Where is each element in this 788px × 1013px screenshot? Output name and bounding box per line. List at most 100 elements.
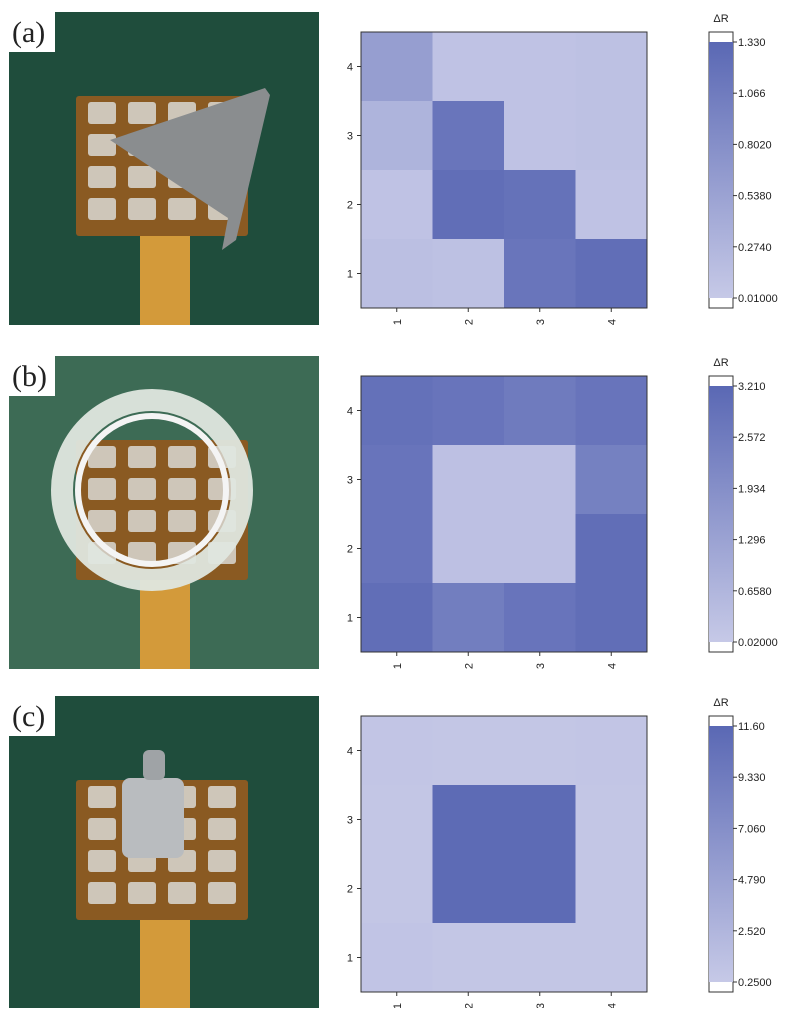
colorbar-tick-label: 0.01000 xyxy=(738,293,778,305)
heat-cell xyxy=(433,854,505,923)
heat-cell xyxy=(504,785,576,854)
heat-cell xyxy=(361,445,433,514)
panel-label: (b) xyxy=(12,360,47,393)
heat-cell xyxy=(576,583,648,652)
heat-cell xyxy=(504,445,576,514)
heat-cell xyxy=(504,239,576,308)
y-tick-label: 2 xyxy=(347,544,353,556)
heat-cell xyxy=(361,170,433,239)
heat-cell xyxy=(361,785,433,854)
colorbar-tick-label: 9.330 xyxy=(738,772,766,784)
colorbar-tick-label: 1.066 xyxy=(738,88,766,100)
heat-cell xyxy=(433,445,505,514)
x-tick-label: 3 xyxy=(535,1003,547,1008)
weight-knob xyxy=(143,750,165,780)
weight xyxy=(122,778,184,858)
panel: (c)12341234ΔR0.25002.5204.7907.0609.3301… xyxy=(9,696,772,1008)
heat-cell xyxy=(504,514,576,583)
heat-cell xyxy=(504,583,576,652)
x-tick-label: 3 xyxy=(535,319,547,325)
heat-cell xyxy=(361,32,433,101)
heat-cell xyxy=(361,716,433,785)
colorbar-title: ΔR xyxy=(713,13,728,25)
heat-cell xyxy=(433,923,505,992)
heat-cell xyxy=(361,239,433,308)
x-tick-label: 4 xyxy=(606,319,618,325)
pad xyxy=(208,882,236,904)
pad xyxy=(128,102,156,124)
pad xyxy=(168,198,196,220)
colorbar-tick-label: 1.330 xyxy=(738,37,766,49)
pad xyxy=(88,850,116,872)
x-tick-label: 2 xyxy=(463,663,475,669)
colorbar-tick-label: 0.02000 xyxy=(738,637,778,649)
colorbar-tick-label: 0.2740 xyxy=(738,242,772,254)
heat-cell xyxy=(361,514,433,583)
y-tick-label: 4 xyxy=(347,406,353,418)
figure: (a)12341234ΔR0.010000.27400.53800.80201.… xyxy=(0,0,788,1008)
y-tick-label: 1 xyxy=(347,613,353,625)
pad xyxy=(128,510,156,532)
colorbar-tick-label: 2.572 xyxy=(738,432,766,444)
heat-cell xyxy=(576,854,648,923)
heat-cell xyxy=(576,445,648,514)
y-tick-label: 4 xyxy=(347,62,353,74)
colorbar-tick-label: 2.520 xyxy=(738,926,766,938)
heat-cell xyxy=(504,32,576,101)
heat-cell xyxy=(361,583,433,652)
x-tick-label: 1 xyxy=(392,663,404,669)
heat-cell xyxy=(433,170,505,239)
x-tick-label: 2 xyxy=(463,1003,475,1008)
heat-cell xyxy=(504,101,576,170)
heat-cell xyxy=(433,239,505,308)
heat-cell xyxy=(361,923,433,992)
colorbar-tick-label: 3.210 xyxy=(738,381,766,393)
x-tick-label: 1 xyxy=(392,1003,404,1008)
pad xyxy=(128,198,156,220)
heat-cell xyxy=(576,785,648,854)
heat-cell xyxy=(433,785,505,854)
colorbar-title: ΔR xyxy=(713,357,728,369)
heat-cell xyxy=(433,101,505,170)
pad xyxy=(208,850,236,872)
x-tick-label: 1 xyxy=(392,319,404,325)
pad xyxy=(168,446,196,468)
heat-cell xyxy=(576,239,648,308)
pad xyxy=(128,166,156,188)
pad xyxy=(88,166,116,188)
heat-cell xyxy=(576,32,648,101)
y-tick-label: 2 xyxy=(347,200,353,212)
heat-cell xyxy=(433,514,505,583)
pad xyxy=(208,818,236,840)
x-tick-label: 4 xyxy=(606,1003,618,1008)
heat-cell xyxy=(576,923,648,992)
heat-cell xyxy=(433,376,505,445)
heat-cell xyxy=(433,583,505,652)
y-tick-label: 3 xyxy=(347,131,353,143)
panel-label: (c) xyxy=(12,700,45,733)
colorbar-tick-label: 0.5380 xyxy=(738,191,772,203)
pad xyxy=(88,786,116,808)
heat-cell xyxy=(504,170,576,239)
colorbar xyxy=(709,42,733,298)
heat-cell xyxy=(504,854,576,923)
heat-cell xyxy=(576,101,648,170)
y-tick-label: 3 xyxy=(347,815,353,827)
colorbar-tick-label: 1.934 xyxy=(738,483,766,495)
heat-cell xyxy=(433,716,505,785)
heat-cell xyxy=(504,376,576,445)
pad xyxy=(88,478,116,500)
colorbar-tick-label: 11.60 xyxy=(738,721,765,733)
y-tick-label: 3 xyxy=(347,475,353,487)
colorbar xyxy=(709,726,733,982)
pad xyxy=(128,446,156,468)
y-tick-label: 2 xyxy=(347,884,353,896)
heat-cell xyxy=(361,101,433,170)
colorbar-tick-label: 1.296 xyxy=(738,535,766,547)
colorbar-tick-label: 7.060 xyxy=(738,823,766,835)
x-tick-label: 2 xyxy=(463,319,475,325)
heat-cell xyxy=(361,854,433,923)
heat-cell xyxy=(433,32,505,101)
